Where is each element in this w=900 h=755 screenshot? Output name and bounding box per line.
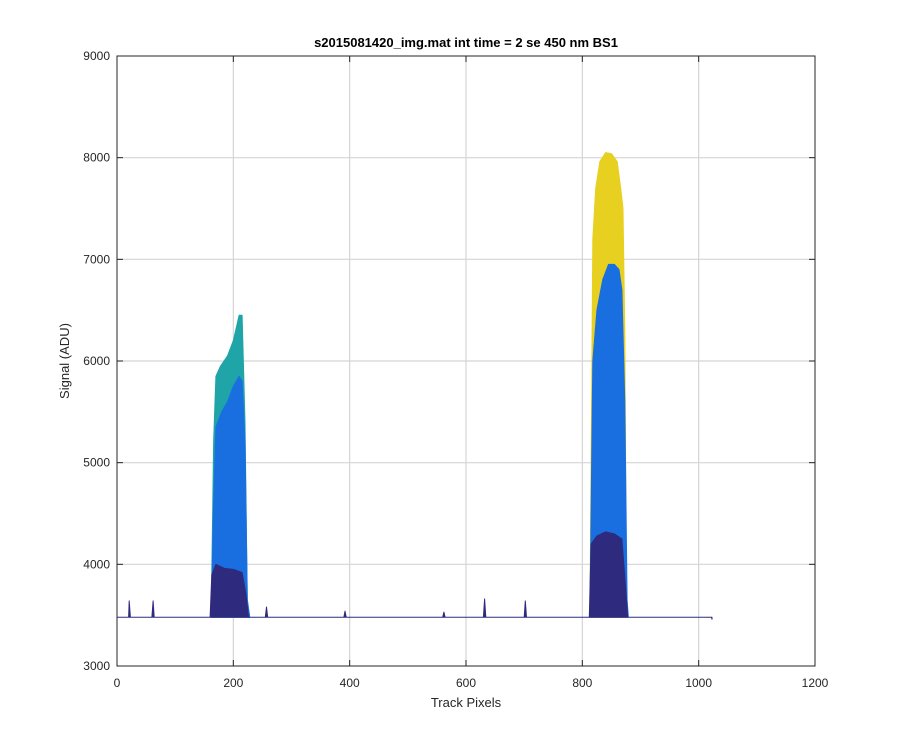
series-area xyxy=(210,375,251,618)
y-tick-label: 6000 xyxy=(83,354,110,368)
axes: 0 200 400 600 800 1000 1200 3000 4000 5000 6000 700… xyxy=(83,49,828,690)
y-tick-label: 7000 xyxy=(83,252,110,266)
y-axis-label: Signal (ADU) xyxy=(57,323,72,399)
series-area xyxy=(589,263,629,618)
series-area xyxy=(116,531,713,620)
x-axis-label: Track Pixels xyxy=(431,695,502,710)
x-tick-label: 600 xyxy=(456,676,476,690)
x-tick-label: 1000 xyxy=(685,676,712,690)
x-tick-label: 0 xyxy=(114,676,121,690)
x-tick-label: 200 xyxy=(223,676,243,690)
plot-area xyxy=(116,152,713,620)
x-tick-label: 1200 xyxy=(802,676,829,690)
x-tick-label: 800 xyxy=(572,676,592,690)
y-tick-label: 3000 xyxy=(83,659,110,673)
chart-title: s2015081420_img.mat int time = 2 se 450 … xyxy=(314,35,618,50)
y-tick-label: 9000 xyxy=(83,49,110,63)
y-tick-label: 8000 xyxy=(83,151,110,165)
x-tick-label: 400 xyxy=(340,676,360,690)
y-tick-label: 4000 xyxy=(83,557,110,571)
y-tick-label: 5000 xyxy=(83,456,110,470)
